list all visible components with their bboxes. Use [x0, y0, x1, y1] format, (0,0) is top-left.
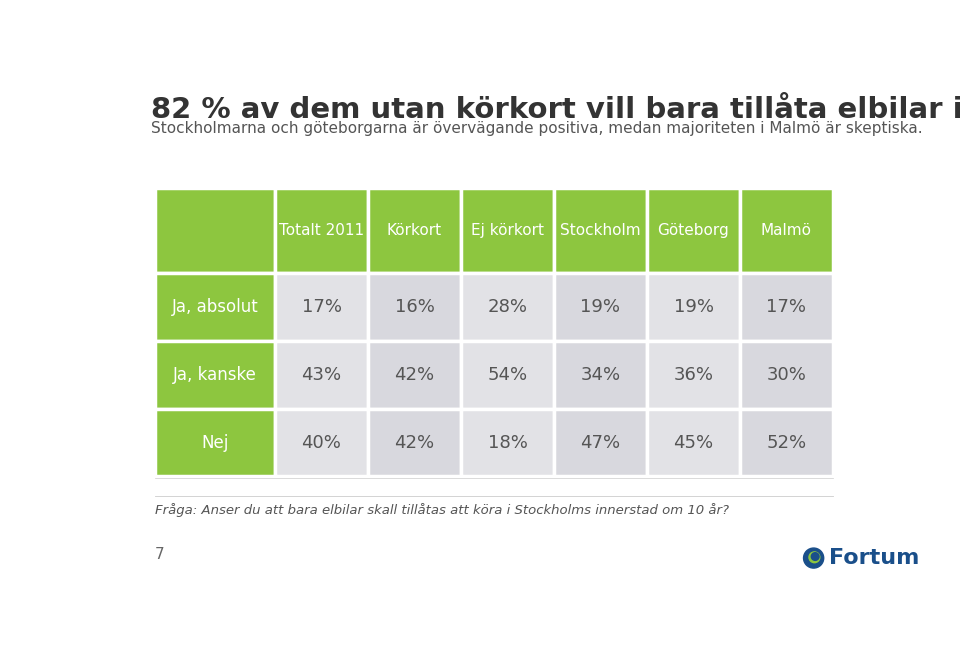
Text: 54%: 54% — [488, 366, 528, 384]
Text: 19%: 19% — [581, 298, 620, 316]
Bar — [275, 409, 368, 477]
Text: 30%: 30% — [767, 366, 806, 384]
Bar — [740, 341, 833, 409]
Text: Ej körkort: Ej körkort — [471, 223, 544, 238]
Text: Fortum: Fortum — [829, 548, 920, 568]
Text: Malmö: Malmö — [761, 223, 812, 238]
Text: 18%: 18% — [488, 434, 527, 452]
Circle shape — [811, 552, 819, 560]
Bar — [461, 273, 554, 341]
Bar — [740, 189, 833, 273]
Text: 82 % av dem utan körkort vill bara tillåta elbilar i innerstaden.: 82 % av dem utan körkort vill bara tillå… — [151, 96, 960, 124]
Text: 40%: 40% — [301, 434, 342, 452]
Text: 17%: 17% — [766, 298, 806, 316]
Text: Fråga: Anser du att bara elbilar skall tillåtas att köra i Stockholms innerstad : Fråga: Anser du att bara elbilar skall t… — [155, 503, 729, 517]
Bar — [740, 409, 833, 477]
Circle shape — [804, 548, 824, 568]
Bar — [461, 409, 554, 477]
Bar — [368, 341, 461, 409]
Text: Göteborg: Göteborg — [658, 223, 730, 238]
Bar — [554, 341, 647, 409]
Bar — [275, 189, 368, 273]
Text: Körkort: Körkort — [387, 223, 442, 238]
Bar — [155, 273, 275, 341]
Bar — [155, 409, 275, 477]
Text: 43%: 43% — [301, 366, 342, 384]
Text: 16%: 16% — [395, 298, 435, 316]
Bar — [647, 189, 740, 273]
Bar — [155, 189, 275, 273]
Text: 47%: 47% — [581, 434, 620, 452]
Bar — [647, 409, 740, 477]
Text: Ja, absolut: Ja, absolut — [172, 298, 258, 316]
Bar — [461, 341, 554, 409]
Text: 42%: 42% — [395, 434, 435, 452]
Bar — [461, 189, 554, 273]
Text: 42%: 42% — [395, 366, 435, 384]
Bar — [368, 189, 461, 273]
Bar — [554, 189, 647, 273]
Bar — [368, 409, 461, 477]
Text: 17%: 17% — [301, 298, 342, 316]
Text: 34%: 34% — [581, 366, 620, 384]
Text: Ja, kanske: Ja, kanske — [173, 366, 257, 384]
Ellipse shape — [809, 552, 820, 563]
Text: 52%: 52% — [766, 434, 806, 452]
Text: Nej: Nej — [202, 434, 228, 452]
Bar — [554, 273, 647, 341]
Text: 7: 7 — [155, 547, 164, 562]
Bar — [647, 273, 740, 341]
Text: 19%: 19% — [674, 298, 713, 316]
Bar — [368, 273, 461, 341]
Bar — [740, 273, 833, 341]
Bar — [554, 409, 647, 477]
Text: 45%: 45% — [673, 434, 713, 452]
Text: 36%: 36% — [674, 366, 713, 384]
Text: 28%: 28% — [488, 298, 527, 316]
Text: Totalt 2011: Totalt 2011 — [279, 223, 364, 238]
Bar — [155, 341, 275, 409]
Bar — [647, 341, 740, 409]
Text: Stockholmarna och göteborgarna är övervägande positiva, medan majoriteten i Malm: Stockholmarna och göteborgarna är övervä… — [151, 121, 923, 136]
Bar — [275, 273, 368, 341]
Bar — [275, 341, 368, 409]
Text: Stockholm: Stockholm — [561, 223, 641, 238]
